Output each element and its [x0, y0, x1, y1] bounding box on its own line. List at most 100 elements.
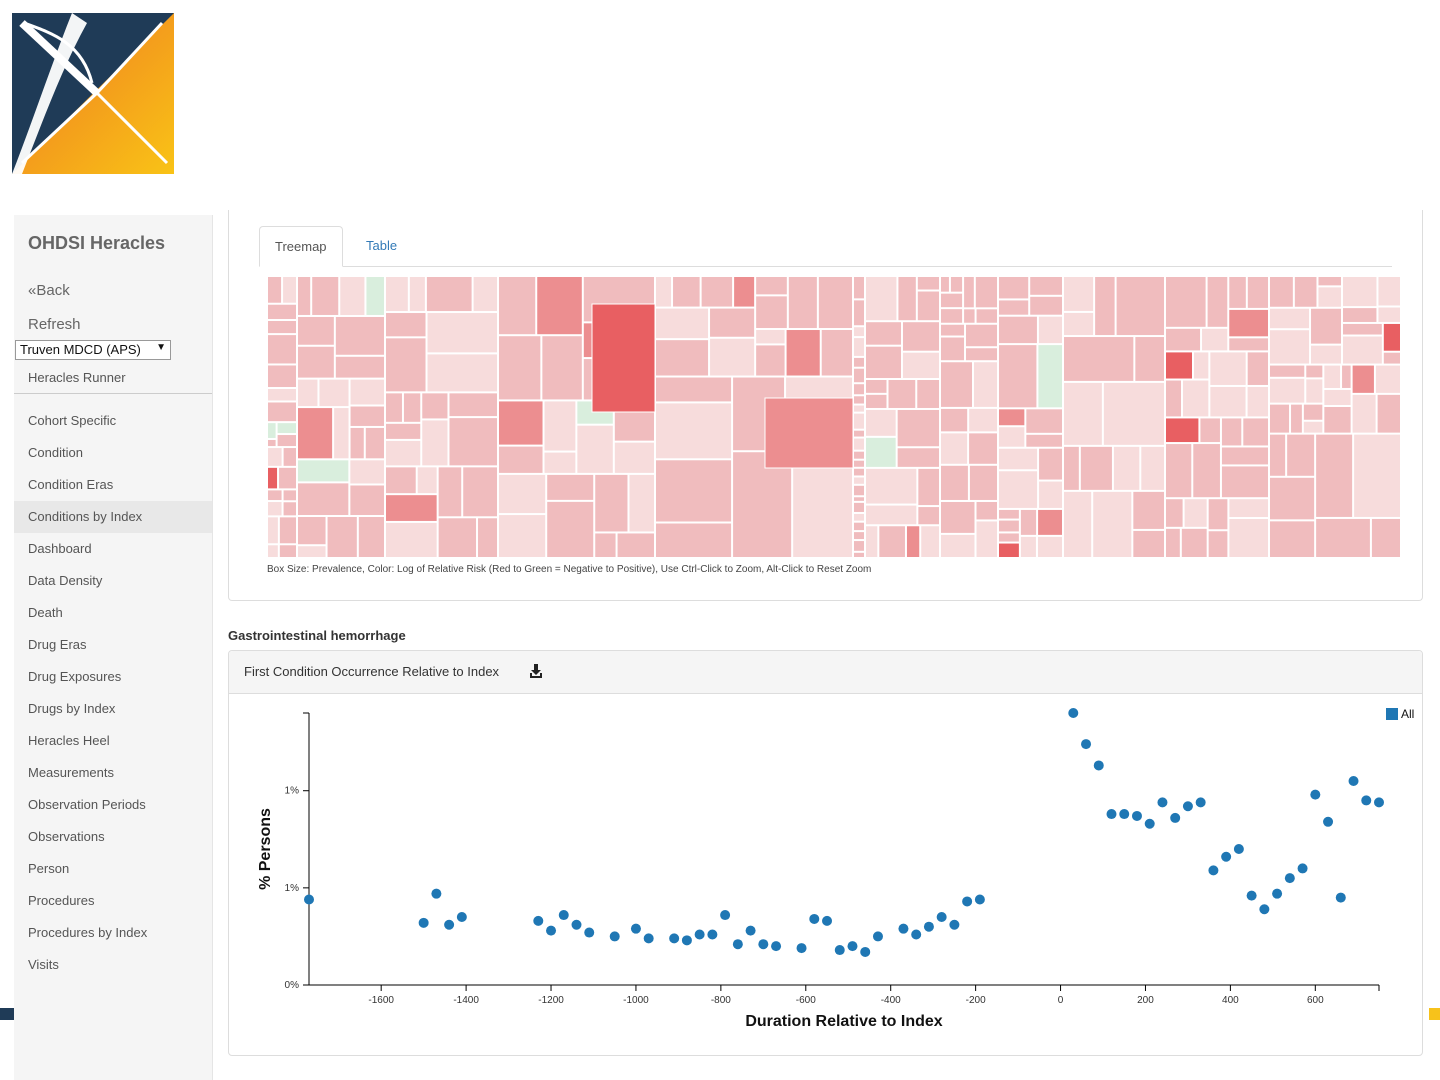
sidebar-item-dashboard[interactable]: Dashboard [28, 541, 92, 556]
treemap-cell[interactable] [1063, 336, 1135, 382]
treemap-cell[interactable] [963, 276, 975, 309]
treemap-cell[interactable] [267, 516, 279, 545]
data-point[interactable] [584, 927, 595, 938]
treemap-cell[interactable] [655, 402, 733, 460]
sidebar-item-heracles-heel[interactable]: Heracles Heel [28, 733, 110, 748]
treemap-cell[interactable] [853, 450, 865, 460]
treemap-cell[interactable] [1063, 381, 1103, 446]
treemap-cell[interactable] [385, 337, 427, 393]
treemap-cell[interactable] [1206, 276, 1229, 328]
treemap-cell[interactable] [901, 321, 940, 352]
treemap-cell[interactable] [949, 276, 964, 293]
treemap-cell[interactable] [1192, 443, 1221, 499]
treemap-cell[interactable] [853, 467, 865, 477]
treemap-cell[interactable] [700, 276, 734, 308]
treemap-cell[interactable] [1180, 527, 1208, 558]
treemap-cell[interactable] [865, 345, 902, 380]
treemap-cell[interactable] [998, 344, 1038, 409]
data-point[interactable] [1081, 739, 1092, 750]
treemap-cell[interactable] [1228, 337, 1270, 352]
treemap-cell[interactable] [1228, 308, 1270, 338]
treemap-cell[interactable] [628, 473, 655, 533]
treemap-cell[interactable] [1165, 498, 1184, 528]
treemap-cell[interactable] [1140, 445, 1166, 491]
treemap-cell[interactable] [998, 299, 1030, 316]
treemap-cell[interactable] [974, 276, 998, 309]
treemap-cell-highlight[interactable] [591, 303, 656, 413]
data-point[interactable] [796, 943, 807, 954]
treemap-cell[interactable] [546, 473, 595, 501]
tab-treemap[interactable]: Treemap [259, 226, 343, 267]
treemap-cell[interactable] [853, 356, 865, 368]
treemap-cell[interactable] [968, 464, 998, 501]
treemap-cell[interactable] [349, 378, 385, 406]
sidebar-item-visits[interactable]: Visits [28, 957, 59, 972]
treemap-cell[interactable] [1029, 295, 1064, 316]
treemap-cell[interactable] [940, 276, 950, 293]
treemap-cell[interactable] [541, 335, 583, 401]
data-point[interactable] [1221, 851, 1232, 862]
treemap-cell[interactable] [1182, 379, 1210, 418]
treemap-cell[interactable] [1132, 490, 1165, 530]
sidebar-item-death[interactable]: Death [28, 605, 63, 620]
treemap-cell[interactable] [1317, 276, 1343, 287]
treemap-cell[interactable] [940, 336, 966, 362]
treemap-cell[interactable] [1037, 315, 1063, 345]
treemap-cell[interactable] [498, 400, 544, 446]
data-point[interactable] [771, 941, 782, 952]
treemap-cell[interactable] [357, 515, 385, 558]
data-point[interactable] [694, 929, 705, 940]
treemap-cell[interactable] [1246, 351, 1269, 386]
data-point[interactable] [669, 933, 680, 944]
heracles-runner-link[interactable]: Heracles Runner [28, 370, 126, 385]
treemap-cell[interactable] [1228, 276, 1247, 309]
treemap-cell[interactable] [975, 500, 998, 521]
treemap-cell[interactable] [282, 276, 297, 304]
treemap-cell[interactable] [425, 276, 473, 313]
treemap-cell[interactable] [1342, 276, 1378, 308]
treemap-cell[interactable] [1192, 351, 1210, 380]
sidebar-item-person[interactable]: Person [28, 861, 70, 876]
treemap-cell[interactable] [1269, 433, 1287, 477]
treemap-cell[interactable] [1079, 445, 1113, 491]
treemap-cell[interactable] [462, 466, 499, 518]
treemap-cell[interactable] [940, 323, 966, 337]
treemap-cell[interactable] [1317, 286, 1343, 308]
sidebar-item-condition[interactable]: Condition [28, 445, 83, 460]
treemap-cell[interactable] [1165, 527, 1181, 558]
treemap-cell[interactable] [853, 531, 865, 541]
treemap-cell[interactable] [853, 404, 865, 413]
treemap-cell[interactable] [267, 388, 297, 402]
data-point[interactable] [872, 931, 883, 942]
treemap-cell[interactable] [1063, 276, 1095, 312]
treemap-cell[interactable] [1351, 393, 1377, 434]
treemap-cell[interactable] [297, 407, 334, 460]
treemap-cell[interactable] [1246, 385, 1269, 418]
data-point[interactable] [1323, 816, 1334, 827]
sidebar-item-data-density[interactable]: Data Density [28, 573, 103, 588]
treemap-cell[interactable] [853, 484, 865, 497]
treemap-cell[interactable] [785, 329, 821, 377]
data-point[interactable] [533, 915, 544, 926]
treemap-cell[interactable] [1302, 403, 1324, 421]
sidebar-item-condition-eras[interactable]: Condition Eras [28, 477, 114, 492]
treemap-cell[interactable] [498, 445, 544, 474]
treemap-cell[interactable] [333, 407, 350, 460]
treemap-cell[interactable] [297, 482, 350, 516]
data-point[interactable] [304, 894, 314, 905]
treemap-cell[interactable] [278, 466, 297, 490]
data-point[interactable] [974, 894, 985, 905]
treemap-cell[interactable] [853, 501, 865, 513]
treemap-cell[interactable] [267, 501, 283, 517]
treemap-cell[interactable] [709, 307, 756, 338]
data-point[interactable] [1361, 795, 1372, 806]
treemap-cell-highlight[interactable] [764, 397, 854, 469]
data-point[interactable] [1297, 863, 1308, 874]
data-point[interactable] [681, 935, 692, 946]
treemap-cell[interactable] [968, 432, 998, 465]
data-point[interactable] [1195, 797, 1206, 808]
data-point[interactable] [1093, 760, 1104, 771]
tab-table[interactable]: Table [366, 238, 398, 253]
treemap-cell[interactable] [437, 517, 478, 558]
treemap-cell[interactable] [865, 393, 888, 409]
